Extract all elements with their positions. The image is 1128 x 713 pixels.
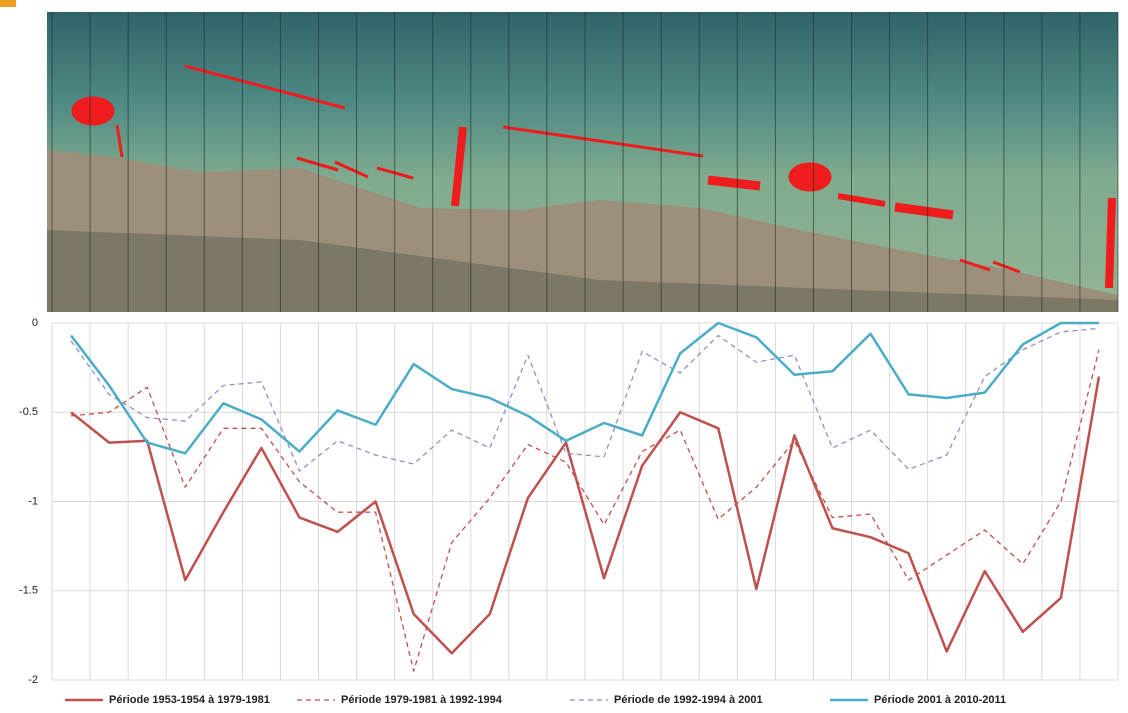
red-mark — [788, 162, 832, 192]
red-mark — [71, 96, 115, 126]
erosion-marks — [71, 64, 1116, 289]
y-tick-label: -0.5 — [19, 406, 38, 418]
red-mark — [1105, 197, 1116, 289]
y-tick-label: -1 — [28, 495, 38, 507]
photo-grid — [51, 12, 1119, 312]
legend-label: Période 2001 à 2010-2011 — [874, 694, 1006, 706]
series-line — [70, 349, 1100, 672]
series-line — [70, 321, 1099, 455]
red-mark — [502, 125, 704, 158]
legend-label: Période 1979-1981 à 1992-1994 — [341, 694, 503, 706]
y-tick-label: 0 — [32, 317, 38, 329]
aerial-photo — [47, 12, 1119, 312]
red-mark — [992, 260, 1021, 274]
red-mark — [115, 124, 124, 158]
red-mark — [296, 156, 339, 172]
series-line — [70, 376, 1101, 655]
red-mark — [451, 126, 467, 207]
red-mark — [837, 193, 886, 207]
y-tick-label: -2 — [28, 674, 38, 686]
series-line — [70, 327, 1100, 472]
red-mark — [334, 160, 369, 179]
legend-label: Période de 1992-1994 à 2001 — [614, 694, 763, 706]
plot: 0 -0.5 -1 -1.5 -2 Période 1953-1954 à 1979-19… — [19, 317, 1119, 706]
land — [47, 230, 1118, 312]
red-mark — [894, 202, 954, 220]
legend-label: Période 1953-1954 à 1979-1981 — [109, 694, 270, 706]
red-mark — [959, 258, 991, 272]
y-tick-label: -1.5 — [19, 585, 38, 597]
corner-mark — [0, 0, 16, 7]
red-mark — [707, 175, 761, 191]
